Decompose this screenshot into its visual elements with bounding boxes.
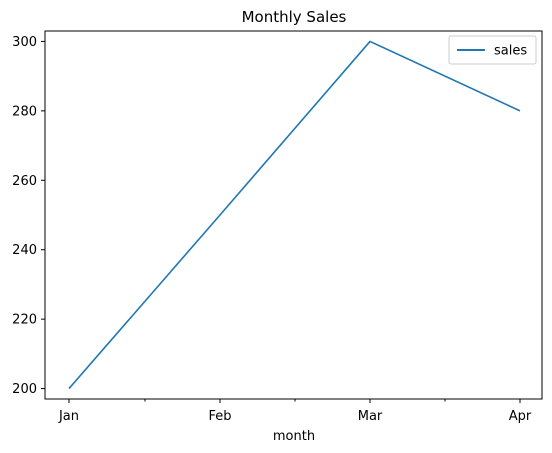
x-tick-label: Jan <box>58 409 79 424</box>
y-tick-label: 200 <box>12 382 37 397</box>
series-line-sales <box>68 40 521 390</box>
y-axis: 200 220 240 260 280 300 <box>12 35 45 397</box>
legend-label-sales: sales <box>494 44 527 59</box>
y-tick-label: 300 <box>12 35 37 50</box>
y-tick-label: 260 <box>12 174 37 189</box>
x-tick-label: Feb <box>208 409 231 424</box>
y-tick-label: 220 <box>12 313 37 328</box>
chart-title: Monthly Sales <box>242 8 347 26</box>
x-tick-label: Apr <box>509 409 532 424</box>
y-tick-label: 280 <box>12 104 37 119</box>
plot-frame <box>44 30 543 400</box>
x-axis-label: month <box>273 429 315 444</box>
legend: sales <box>448 35 537 65</box>
x-axis: Jan Feb Mar Apr <box>58 399 532 424</box>
series-layer <box>68 40 521 390</box>
y-tick-label: 240 <box>12 243 37 258</box>
x-tick-label: Mar <box>358 409 383 424</box>
legend-box <box>448 35 537 65</box>
